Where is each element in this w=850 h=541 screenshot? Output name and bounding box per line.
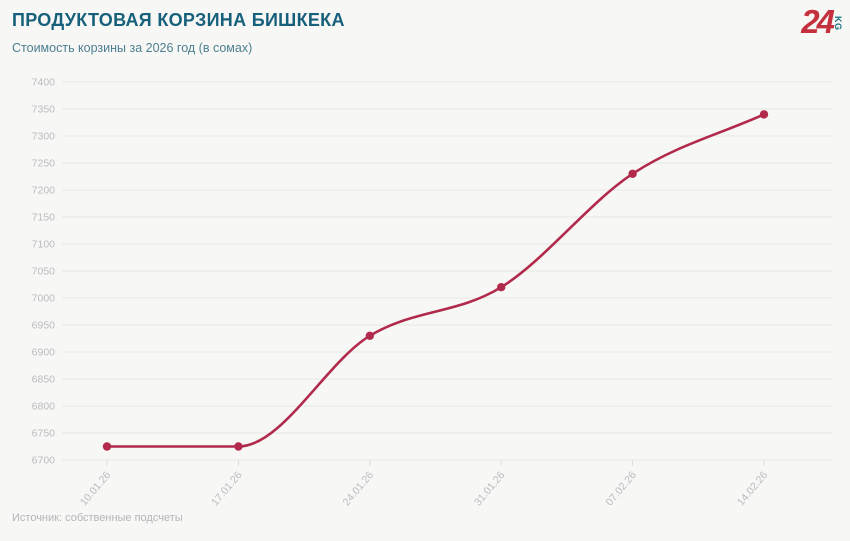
data-point [102, 442, 112, 451]
y-axis-tick-label: 7300 [32, 131, 56, 143]
y-axis-tick-label: 6750 [32, 428, 56, 440]
y-axis-tick-label: 6900 [32, 347, 56, 359]
x-axis-tick-label: 10.01.26 [78, 469, 114, 508]
brand-logo-24kg: 24 KG [801, 5, 843, 38]
data-point [365, 331, 374, 340]
x-axis-tick-label: 17.01.26 [209, 469, 245, 508]
source-note: Источник: собственные подсчеты [12, 512, 183, 524]
y-axis-tick-label: 7250 [32, 158, 56, 170]
x-axis-tick-label: 07.02.26 [603, 469, 639, 508]
y-axis-tick-label: 7400 [32, 77, 56, 89]
logo-number: 24 [801, 3, 835, 40]
series-line [105, 113, 766, 448]
data-point [497, 283, 506, 292]
x-axis-tick-label: 14.02.26 [735, 469, 771, 508]
logo-suffix: KG [833, 16, 843, 31]
data-point [628, 169, 637, 178]
y-axis-tick-label: 6850 [32, 374, 56, 386]
y-axis-tick-label: 6800 [32, 401, 56, 413]
data-point [234, 442, 243, 451]
y-axis-tick-label: 6950 [32, 320, 56, 332]
y-axis-tick-label: 7000 [32, 293, 56, 305]
y-axis-tick-label: 7050 [32, 266, 56, 278]
y-axis-tick-label: 7350 [32, 104, 56, 116]
y-axis-tick-label: 6700 [32, 455, 56, 467]
x-axis-tick-label: 31.01.26 [472, 469, 508, 508]
y-axis-tick-label: 7200 [32, 185, 56, 197]
chart-subtitle: Стоимость корзины за 2026 год (в сомах) [12, 41, 253, 55]
data-point [759, 110, 769, 119]
y-axis-tick-label: 7100 [32, 239, 56, 251]
page-title: ПРОДУКТОВАЯ КОРЗИНА БИШКЕКА [12, 10, 345, 30]
x-axis-tick-label: 24.01.26 [341, 469, 377, 508]
y-axis-tick-label: 7150 [32, 212, 56, 224]
